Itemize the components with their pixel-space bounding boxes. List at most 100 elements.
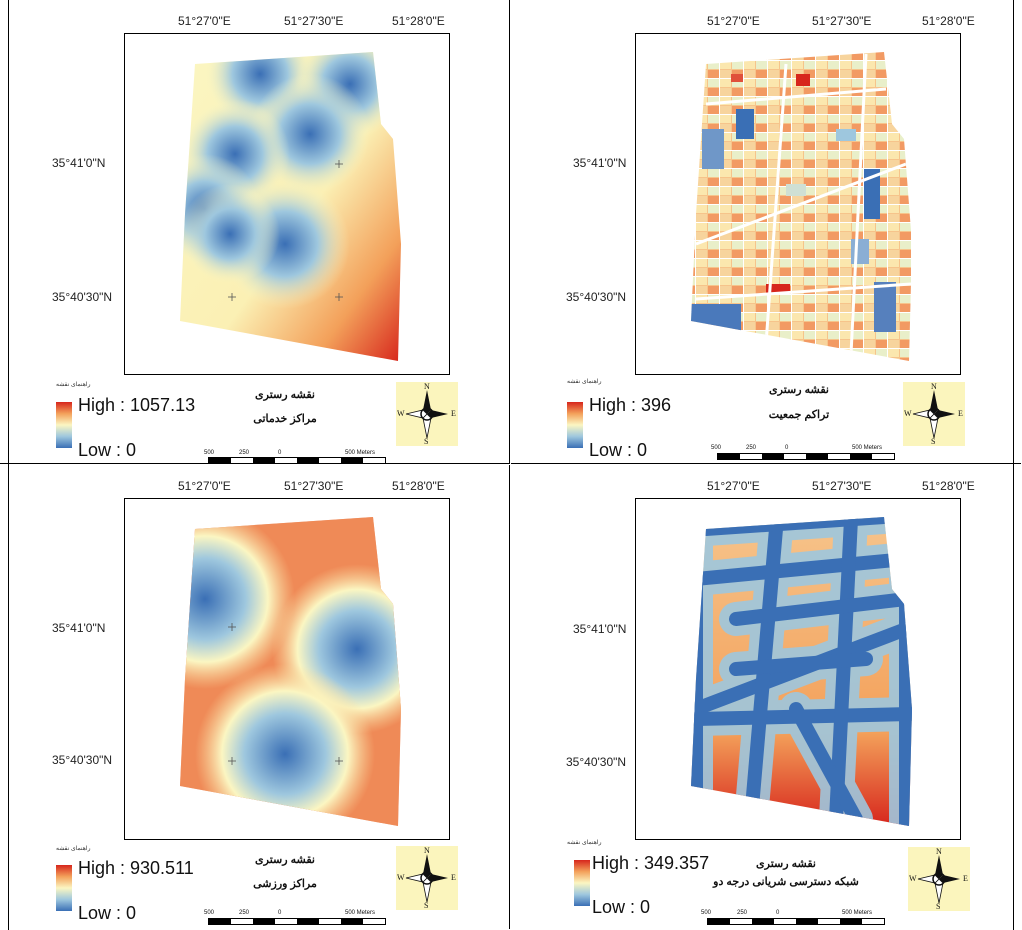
panel-service-centers: 51°27'0"E 51°27'30"E 51°28'0"E 35°41'0"N… — [0, 0, 510, 464]
compass-rose-icon — [405, 390, 448, 439]
compass-w: W — [904, 409, 912, 418]
panel-population-density: 51°27'0"E 51°27'30"E 51°28'0"E 35°41'0"N… — [511, 0, 1021, 464]
legend-heading: راهنمای نقشه — [567, 840, 602, 846]
map-title: نقشه رستری — [769, 384, 829, 396]
legend-low: Low : 0 — [589, 440, 648, 460]
compass-s: S — [931, 437, 936, 446]
scale-label: 500 Meters — [345, 910, 376, 916]
grid-crosses — [228, 623, 343, 765]
compass-e: E — [963, 874, 968, 883]
compass-w: W — [909, 874, 917, 883]
scale-label: 250 — [746, 445, 757, 451]
latitude-label: 35°41'0"N — [573, 622, 627, 636]
color-ramp — [56, 865, 72, 911]
scale-label: 500 — [711, 445, 722, 451]
longitude-label: 51°27'0"E — [707, 14, 760, 28]
raster-map-service-centers — [180, 52, 401, 361]
scale-label: 500 — [701, 910, 712, 916]
scale-bar — [707, 918, 885, 925]
legend-high: High : 396 — [589, 395, 672, 415]
panel-arterial-access: 51°27'0"E 51°27'30"E 51°28'0"E 35°41'0"N… — [511, 465, 1021, 929]
longitude-label: 51°28'0"E — [392, 14, 445, 28]
legend-heading: راهنمای نقشه — [567, 379, 602, 385]
latitude-label: 35°41'0"N — [52, 156, 106, 170]
north-arrow: N S W E — [396, 382, 458, 446]
compass-n: N — [424, 382, 430, 391]
latitude-label: 35°40'30"N — [52, 290, 113, 304]
legend-high: High : 1057.13 — [78, 395, 196, 415]
compass-rose-icon — [912, 390, 955, 439]
compass-s: S — [936, 902, 941, 911]
figure-border — [8, 0, 1014, 930]
scale-bar — [208, 918, 386, 925]
longitude-label: 51°27'30"E — [812, 14, 872, 28]
longitude-label: 51°28'0"E — [922, 14, 975, 28]
scale-bar — [717, 453, 895, 460]
longitude-label: 51°27'30"E — [284, 479, 344, 493]
latitude-label: 35°40'30"N — [566, 290, 627, 304]
compass-s: S — [424, 901, 429, 910]
north-arrow: N S W E — [903, 382, 965, 446]
map-frame — [635, 498, 961, 840]
compass-s: S — [424, 437, 429, 446]
panel-sports-centers: 51°27'0"E 51°27'30"E 51°28'0"E 35°41'0"N… — [0, 465, 510, 929]
scale-bar — [208, 457, 386, 464]
raster-map-sports-centers — [180, 517, 401, 826]
legend-heading: راهنمای نقشه — [56, 382, 91, 388]
longitude-label: 51°27'0"E — [178, 14, 231, 28]
north-arrow: N S W E — [908, 847, 970, 911]
map-subtitle: تراکم جمعیت — [768, 409, 830, 421]
compass-e: E — [451, 873, 456, 882]
color-ramp — [56, 402, 72, 448]
legend-low: Low : 0 — [592, 897, 651, 917]
compass-rose-icon — [917, 855, 960, 904]
latitude-label: 35°40'30"N — [566, 755, 627, 769]
color-ramp — [567, 402, 583, 448]
map-frame — [124, 498, 450, 840]
scale-label: 500 — [204, 450, 215, 456]
grid-crosses — [228, 160, 343, 301]
scale-label: 500 Meters — [345, 450, 376, 456]
longitude-label: 51°27'0"E — [707, 479, 760, 493]
map-frame — [124, 33, 450, 375]
legend-high: High : 349.357 — [592, 853, 710, 873]
latitude-label: 35°41'0"N — [573, 156, 627, 170]
scale-label: 500 Meters — [852, 445, 883, 451]
legend-low: Low : 0 — [78, 903, 137, 923]
map-subtitle: مراکز ورزشی — [253, 878, 317, 890]
compass-rose-icon — [405, 854, 448, 903]
map-title: نقشه رستری — [255, 389, 315, 401]
scale-label: 250 — [737, 910, 748, 916]
map-subtitle: مراکز خدماتی — [253, 413, 317, 425]
compass-w: W — [397, 873, 405, 882]
longitude-label: 51°28'0"E — [392, 479, 445, 493]
longitude-label: 51°27'30"E — [812, 479, 872, 493]
legend-high: High : 930.511 — [78, 858, 194, 878]
map-frame — [635, 33, 961, 375]
raster-map-population-density — [691, 52, 912, 361]
latitude-label: 35°41'0"N — [52, 621, 106, 635]
scale-label: 500 — [204, 910, 215, 916]
legend-heading: راهنمای نقشه — [56, 846, 91, 852]
scale-label: 250 — [239, 450, 250, 456]
compass-n: N — [424, 846, 430, 855]
map-title: نقشه رستری — [756, 858, 816, 870]
scale-label: 500 Meters — [842, 910, 873, 916]
longitude-label: 51°27'0"E — [178, 479, 231, 493]
map-subtitle: شبکه دسترسی شریانی درجه دو — [713, 876, 859, 888]
color-ramp — [574, 860, 590, 906]
compass-w: W — [397, 409, 405, 418]
raster-map-arterial-access — [691, 517, 912, 826]
scale-label: 0 — [785, 445, 789, 451]
longitude-label: 51°27'30"E — [284, 14, 344, 28]
legend-low: Low : 0 — [78, 440, 137, 460]
map-title: نقشه رستری — [255, 854, 315, 866]
compass-n: N — [931, 382, 937, 391]
latitude-label: 35°40'30"N — [52, 753, 113, 767]
compass-e: E — [451, 409, 456, 418]
scale-label: 0 — [776, 910, 780, 916]
scale-label: 250 — [239, 910, 250, 916]
scale-label: 0 — [278, 910, 282, 916]
scale-label: 0 — [278, 450, 282, 456]
